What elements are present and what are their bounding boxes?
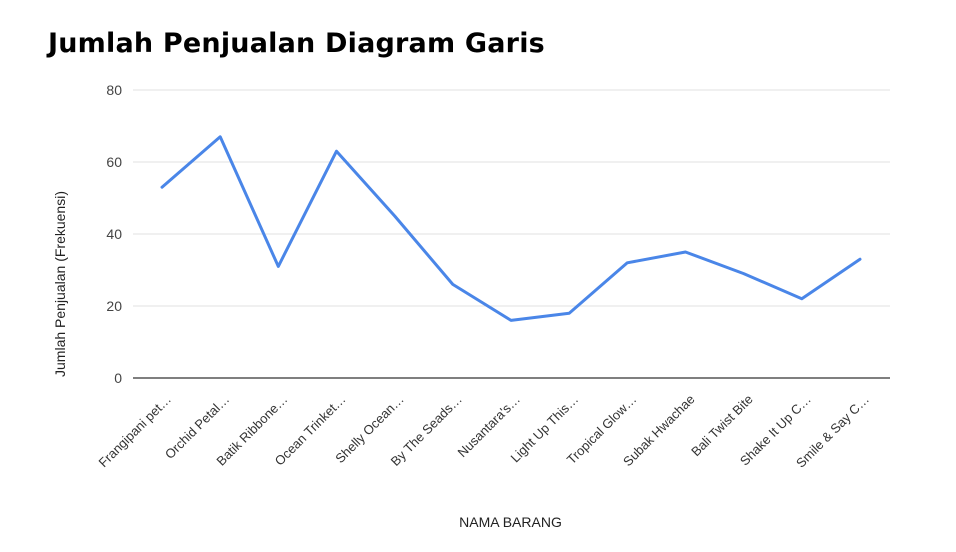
y-tick-label: 0 [114, 370, 122, 386]
series-line [160, 135, 862, 322]
gridlines [133, 89, 890, 307]
y-axis-title: Jumlah Penjualan (Frekuensi) [52, 191, 68, 377]
y-tick-label: 40 [106, 226, 122, 242]
chart-title: Jumlah Penjualan Diagram Garis [48, 28, 545, 59]
y-tick-label: 80 [106, 82, 122, 98]
y-tick-label: 60 [106, 154, 122, 170]
y-tick-labels: 0 20 40 60 80 [106, 82, 122, 386]
x-tick-label: Frangipani pet… [96, 392, 175, 471]
x-axis-title: NAMA BARANG [459, 514, 562, 530]
x-tick-labels: Frangipani pet…Orchid Petal…Batik Ribbon… [96, 392, 873, 471]
y-tick-label: 20 [106, 298, 122, 314]
